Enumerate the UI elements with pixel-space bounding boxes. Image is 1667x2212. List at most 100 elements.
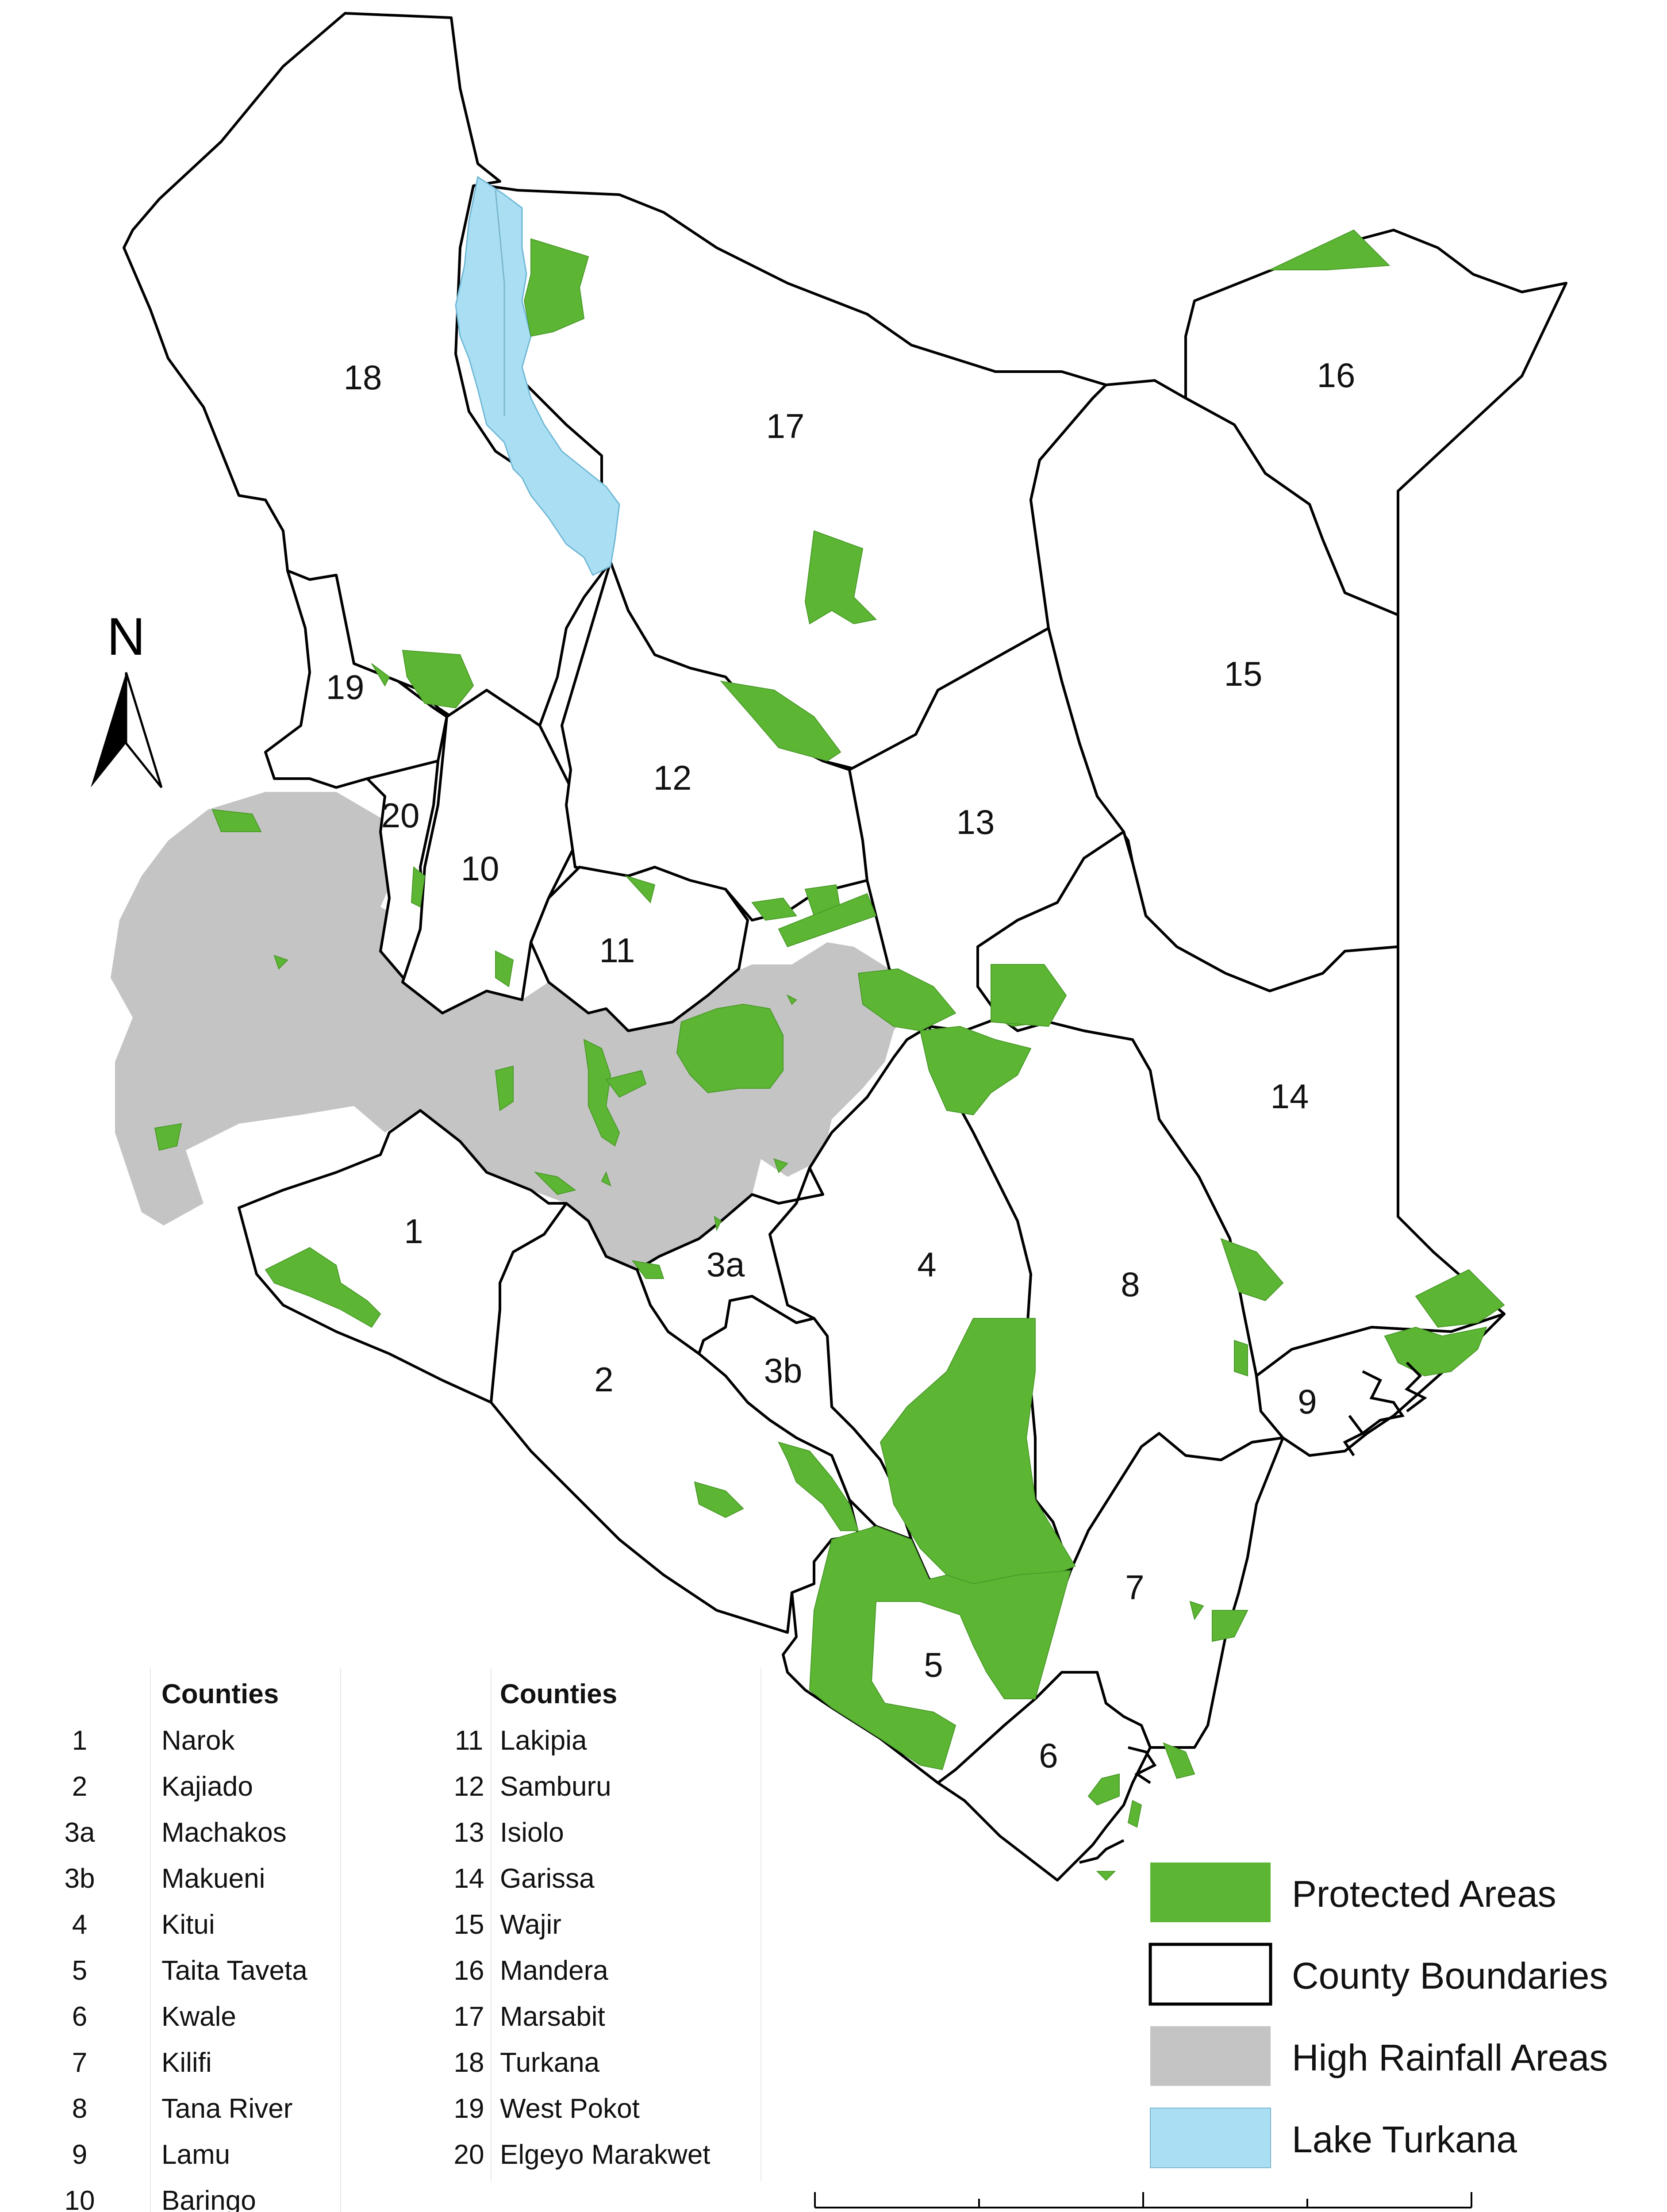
- county-table: Counties Counties 1 Narok 2 Kajiado 3a Machak…: [65, 1668, 761, 2212]
- table-row-name: Baringo: [161, 2185, 256, 2212]
- protected-area: [523, 238, 589, 337]
- north-arrow-label: N: [107, 607, 146, 666]
- legend-label-lake: Lake Turkana: [1292, 2119, 1517, 2160]
- table-row-number: 17: [454, 2001, 484, 2032]
- protected-area: [991, 964, 1067, 1027]
- table-row-name: Lakipia: [500, 1725, 587, 1756]
- protected-area: [624, 875, 656, 904]
- protected-area: [751, 897, 797, 921]
- table-row-name: Elgeyo Marakwet: [500, 2139, 711, 2170]
- table-heading-left: Counties: [161, 1679, 279, 1709]
- protected-area: [601, 1171, 611, 1187]
- protected-area: [1163, 1742, 1195, 1779]
- county-label: 16: [1317, 356, 1356, 395]
- table-row-name: Kilifi: [161, 2047, 212, 2078]
- protected-area: [809, 1525, 1072, 1770]
- high-rainfall-area: [111, 792, 916, 1270]
- county-label: 10: [461, 849, 499, 888]
- county-label: 8: [1121, 1265, 1140, 1304]
- table-row-number: 3b: [65, 1863, 95, 1894]
- table-row-name: Makueni: [161, 1863, 265, 1894]
- legend-label-rain: High Rainfall Areas: [1292, 2037, 1608, 2078]
- protected-area: [411, 866, 426, 908]
- table-row-number: 10: [65, 2185, 95, 2212]
- protected-area: [534, 1171, 576, 1195]
- protected-area: [1234, 1340, 1248, 1377]
- table-row-number: 12: [454, 1771, 484, 1802]
- protected-area: [631, 1260, 664, 1279]
- table-row-number: 5: [72, 1955, 87, 1986]
- county-label: 11: [599, 931, 635, 970]
- table-row-name: Mandera: [500, 1955, 608, 1986]
- table-left-column: 1 Narok 2 Kajiado 3a Machakos 3b Makueni 4 Kitui 5…: [65, 1725, 308, 2212]
- north-arrow: N: [91, 607, 163, 788]
- county-label: 3b: [764, 1351, 803, 1390]
- protected-area: [495, 1065, 514, 1111]
- county-label: 4: [917, 1245, 936, 1284]
- table-row-number: 8: [72, 2093, 87, 2124]
- protected-area: [1212, 1610, 1248, 1642]
- table-row-number: 7: [72, 2047, 87, 2078]
- table-row-name: Samburu: [500, 1771, 611, 1802]
- county-label: 7: [1125, 1568, 1144, 1607]
- protected-area: [786, 994, 797, 1005]
- table-row-number: 19: [454, 2093, 484, 2124]
- table-row-number: 3a: [65, 1817, 95, 1848]
- protected-area: [1384, 1326, 1487, 1377]
- north-arrow-left-half: [91, 672, 126, 787]
- county-label: 17: [766, 407, 805, 445]
- county-label: 5: [924, 1645, 943, 1684]
- table-right-column: 11 Lakipia 12 Samburu 13 Isiolo 14 Garissa 15 Waj…: [454, 1725, 711, 2170]
- table-grid: [150, 1668, 761, 2212]
- county-label: 6: [1039, 1736, 1058, 1775]
- county-label: 13: [956, 803, 995, 841]
- legend-label-protected: Protected Areas: [1292, 1873, 1556, 1915]
- legend-swatch-county: [1148, 1943, 1272, 2006]
- protected-area: [495, 950, 514, 987]
- table-row-name: Garissa: [500, 1863, 595, 1894]
- table-row-number: 4: [72, 1909, 87, 1940]
- lake-turkana: [455, 176, 620, 576]
- protected-area: [211, 809, 262, 832]
- table-row-name: Kajiado: [161, 1771, 253, 1802]
- legend-swatch-lake: [1150, 2108, 1271, 2168]
- table-row-number: 1: [72, 1725, 87, 1756]
- protected-area: [720, 680, 841, 762]
- table-row-name: Taita Taveta: [161, 1955, 307, 1986]
- county-label: 15: [1224, 654, 1263, 693]
- protected-area: [773, 1158, 788, 1173]
- protected-area: [714, 1215, 722, 1232]
- county-label: 12: [653, 758, 692, 797]
- table-row-name: Lamu: [161, 2139, 230, 2170]
- protected-area: [1415, 1269, 1505, 1328]
- lake-border-line: [495, 190, 505, 416]
- protected-area: [605, 1070, 647, 1098]
- county-2-kajiado: [490, 1202, 860, 1634]
- protected-area: [1189, 1601, 1204, 1621]
- county-label: 20: [381, 796, 420, 835]
- table-row-number: 20: [454, 2139, 484, 2170]
- table-row-number: 13: [454, 1817, 484, 1848]
- protected-area: [1087, 1773, 1120, 1806]
- table-row-number: 6: [72, 2001, 87, 2032]
- legend-swatch-rain: [1150, 2026, 1271, 2086]
- table-row-number: 18: [454, 2047, 484, 2078]
- protected-area: [919, 1025, 1032, 1116]
- county-11-laikipia: [530, 866, 749, 1032]
- protected-area: [676, 1003, 784, 1094]
- county-7-kilifi: [1034, 1432, 1284, 1749]
- table-row-number: 14: [454, 1863, 484, 1894]
- table-row-number: 16: [454, 1955, 484, 1986]
- county-label: 9: [1298, 1382, 1317, 1421]
- table-heading-right: Counties: [500, 1679, 617, 1709]
- protected-area: [1220, 1238, 1284, 1302]
- protected-area: [1127, 1800, 1142, 1828]
- protected-area: [1269, 229, 1390, 270]
- table-row-name: Turkana: [500, 2047, 600, 2078]
- north-arrow-right-half: [125, 672, 163, 788]
- table-row-number: 9: [72, 2139, 87, 2170]
- protected-area: [778, 1441, 859, 1531]
- county-label: 3a: [707, 1245, 745, 1284]
